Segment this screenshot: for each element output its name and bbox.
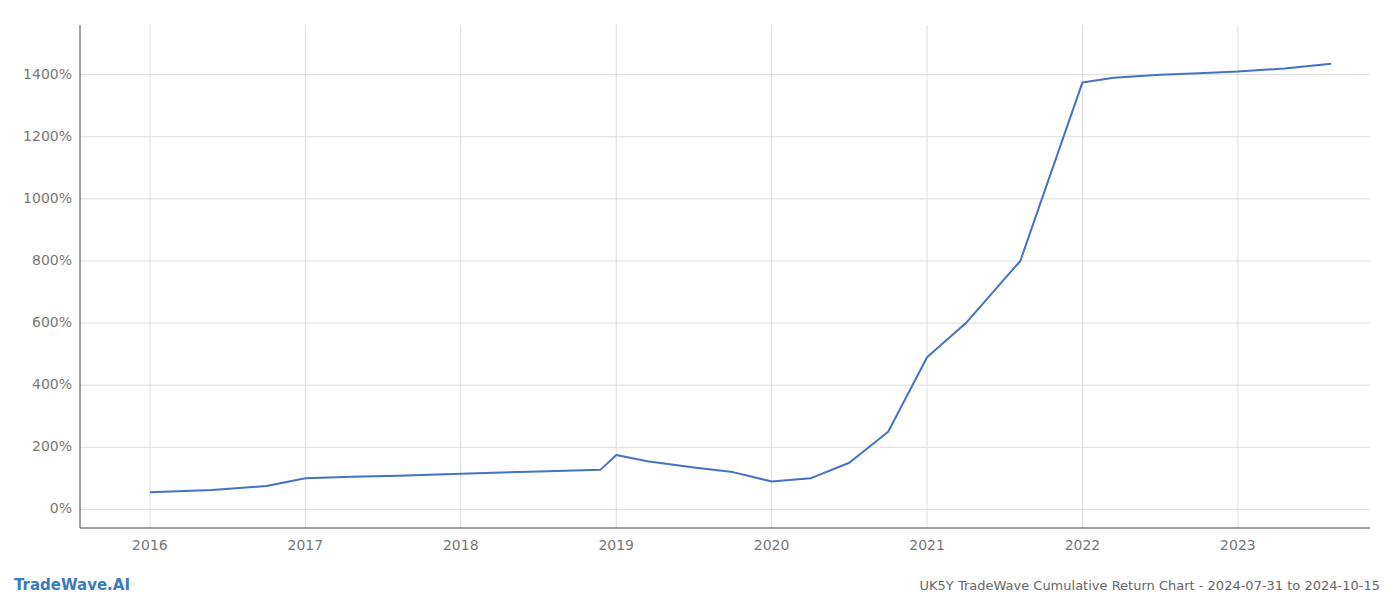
series xyxy=(150,64,1331,492)
y-tick-label: 600% xyxy=(32,314,72,330)
x-axis-line xyxy=(80,528,1370,529)
grid xyxy=(80,25,1370,528)
y-tick-label: 800% xyxy=(32,252,72,268)
x-grid-line xyxy=(616,25,617,528)
x-grid-line xyxy=(1082,25,1083,528)
tick-labels: 2016 2017 2018 2019 2020 2021 2022 2023 0% 200% 40… xyxy=(23,66,1256,553)
y-grid-line xyxy=(80,385,1370,386)
chart: 2016 2017 2018 2019 2020 2021 2022 2023 0% 200% 40… xyxy=(0,0,1400,600)
y-grid-line xyxy=(80,136,1370,137)
x-tick-label: 2020 xyxy=(754,537,790,553)
y-tick-label: 200% xyxy=(32,438,72,454)
y-tick-label: 1400% xyxy=(23,66,72,82)
x-grid-line xyxy=(149,25,150,528)
watermark: TradeWave.AI xyxy=(14,576,130,594)
x-tick-label: 2023 xyxy=(1220,537,1256,553)
y-tick-label: 0% xyxy=(50,500,72,516)
x-tick-label: 2016 xyxy=(132,537,168,553)
x-grid-line xyxy=(460,25,461,528)
x-tick-label: 2022 xyxy=(1065,537,1101,553)
y-grid-line xyxy=(80,260,1370,261)
y-tick-label: 1000% xyxy=(23,190,72,206)
y-axis-line xyxy=(80,25,81,528)
x-tick-label: 2018 xyxy=(443,537,479,553)
x-tick-label: 2019 xyxy=(598,537,634,553)
x-tick-label: 2021 xyxy=(909,537,945,553)
x-grid-line xyxy=(771,25,772,528)
x-grid-line xyxy=(1237,25,1238,528)
title: UK5Y TradeWave Cumulative Return Chart -… xyxy=(920,578,1380,593)
line xyxy=(150,64,1331,492)
x-tick-label: 2017 xyxy=(288,537,324,553)
x-grid-line xyxy=(305,25,306,528)
y-grid-line xyxy=(80,447,1370,448)
y-grid-line xyxy=(80,323,1370,324)
y-tick-label: 400% xyxy=(32,376,72,392)
y-grid-line xyxy=(80,509,1370,510)
x-grid-line xyxy=(927,25,928,528)
y-tick-label: 1200% xyxy=(23,128,72,144)
y-grid-line xyxy=(80,198,1370,199)
